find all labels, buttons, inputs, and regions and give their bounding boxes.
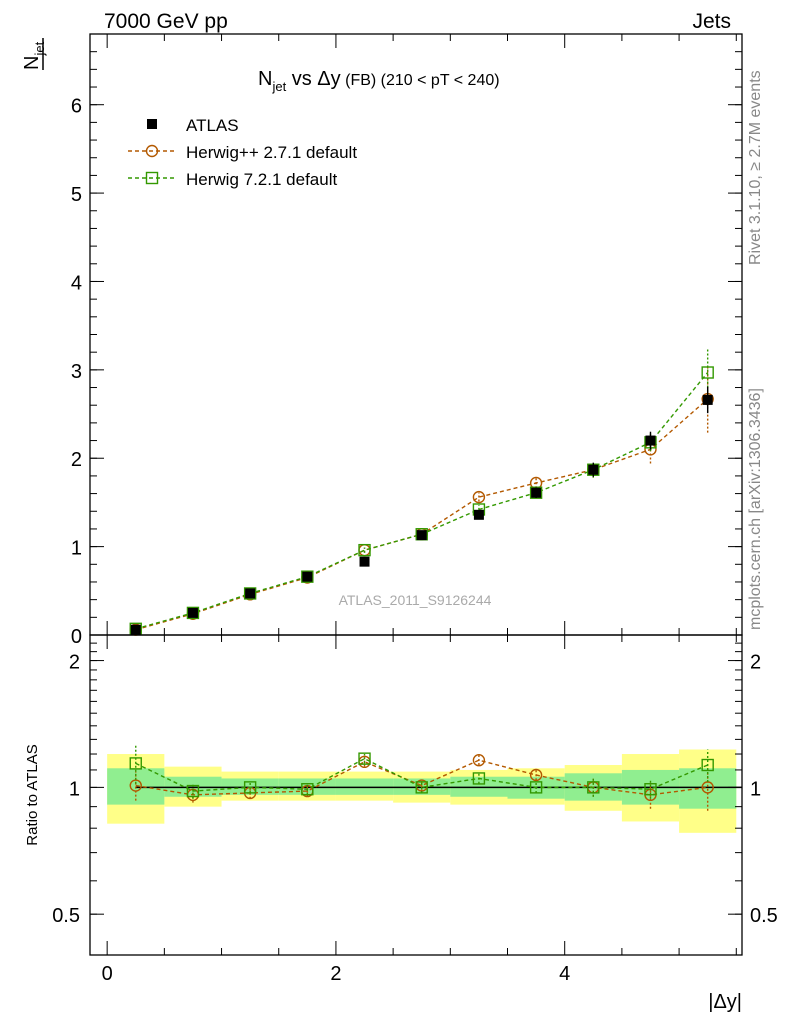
- ratio-ytick-label-right: 2: [750, 652, 761, 674]
- ratio-point: [186, 784, 200, 798]
- ratio-line: [135, 759, 708, 796]
- legend-label: ATLAS: [186, 116, 239, 135]
- legend-label: Herwig++ 2.7.1 default: [186, 143, 357, 162]
- ratio-plot: 0.5 0.5 1 1 2 2 0 2 4: [52, 634, 778, 985]
- legend-label: Herwig 7.2.1 default: [186, 170, 337, 189]
- data-point: [359, 556, 370, 567]
- legend-marker: [145, 144, 159, 158]
- legend-entry: Herwig++ 2.7.1 default: [128, 143, 357, 162]
- ratio-point: [129, 779, 142, 792]
- ratio-point: [701, 758, 714, 772]
- main-plot: 0 1 2 3 4 5 6: [71, 33, 743, 648]
- rivet-version-label: Rivet 3.1.10, ≥ 2.7M events: [747, 70, 764, 265]
- data-point: [416, 530, 427, 541]
- ratio-point: [301, 783, 314, 796]
- main-ytick-label: 1: [71, 538, 82, 560]
- data-point: [472, 490, 486, 504]
- title-n: N: [258, 68, 272, 90]
- ylabel-n: N: [21, 56, 43, 70]
- ylabel-sub: jet: [32, 41, 47, 56]
- ratio-ytick-label-right: 0.5: [750, 905, 778, 927]
- ratio-line: [135, 757, 708, 792]
- ratio-y-label: Ratio to ATLAS: [24, 744, 41, 845]
- data-point: [473, 509, 484, 520]
- xtick-label: 0: [102, 963, 113, 985]
- legend-marker: [145, 171, 159, 185]
- main-ytick-label: 6: [71, 96, 82, 118]
- data-point: [301, 570, 314, 583]
- ratio-point: [129, 757, 142, 770]
- main-ytick-label: 0: [71, 626, 82, 648]
- title-vs: vs Δy: [286, 68, 340, 90]
- ratio-series-herwig7: [129, 745, 714, 799]
- title-range: (210 < pT < 240): [376, 72, 499, 89]
- title-sub: jet: [271, 79, 286, 94]
- legend-entry: ATLAS: [147, 116, 239, 135]
- analysis-tag: ATLAS_2011_S9126244: [339, 592, 492, 608]
- ratio-point: [358, 752, 371, 765]
- ratio-point: [415, 781, 428, 794]
- legend-marker: [147, 119, 157, 129]
- x-axis-label: |Δy|: [708, 991, 742, 1013]
- data-point: [645, 435, 656, 446]
- data-point: [702, 394, 713, 405]
- data-point: [701, 366, 714, 379]
- chart-title: Njet vs Δy (FB) (210 < pT < 240): [258, 68, 500, 94]
- ratio-point: [472, 754, 486, 767]
- ratio-point: [529, 768, 543, 782]
- main-ytick-label: 5: [71, 184, 82, 206]
- ratio-ytick-label-left: 1: [69, 778, 80, 800]
- ratio-point: [587, 781, 600, 794]
- category-label: Jets: [692, 10, 731, 33]
- data-point: [302, 571, 313, 582]
- data-point: [187, 607, 198, 618]
- data-point: [186, 606, 200, 620]
- main-series-atlas: [130, 386, 713, 635]
- data-point: [531, 487, 542, 498]
- legend: ATLAS Herwig++ 2.7.1 default Herwig 7.2.1 …: [128, 116, 357, 189]
- ratio-ytick-label-right: 1: [750, 778, 761, 800]
- data-point: [529, 486, 543, 499]
- data-point: [358, 543, 371, 557]
- ratio-frame: [89, 634, 743, 956]
- ratio-point: [644, 783, 657, 796]
- data-point: [245, 588, 256, 599]
- ratio-ytick-label-left: 2: [69, 652, 80, 674]
- title-fb: (FB): [341, 72, 377, 89]
- energy-label: 7000 GeV pp: [104, 10, 228, 33]
- series-line: [135, 372, 709, 630]
- main-ytick-label: 2: [71, 449, 82, 471]
- main-ytick-label: 4: [71, 272, 82, 294]
- xtick-label: 2: [330, 963, 341, 985]
- ratio-point: [472, 772, 486, 785]
- main-ytick-label: 3: [71, 361, 82, 383]
- ratio-ytick-label-left: 0.5: [52, 905, 80, 927]
- main-y-label: Njet: [21, 38, 47, 70]
- data-point: [588, 464, 599, 475]
- data-point: [358, 543, 371, 557]
- mcplots-label: mcplots.cern.ch [arXiv:1306.3436]: [747, 388, 764, 630]
- data-point: [130, 624, 141, 635]
- ratio-point: [529, 781, 543, 794]
- xtick-label: 4: [559, 963, 570, 985]
- data-point: [243, 587, 257, 600]
- ratio-point: [243, 781, 257, 794]
- legend-entry: Herwig 7.2.1 default: [128, 170, 337, 189]
